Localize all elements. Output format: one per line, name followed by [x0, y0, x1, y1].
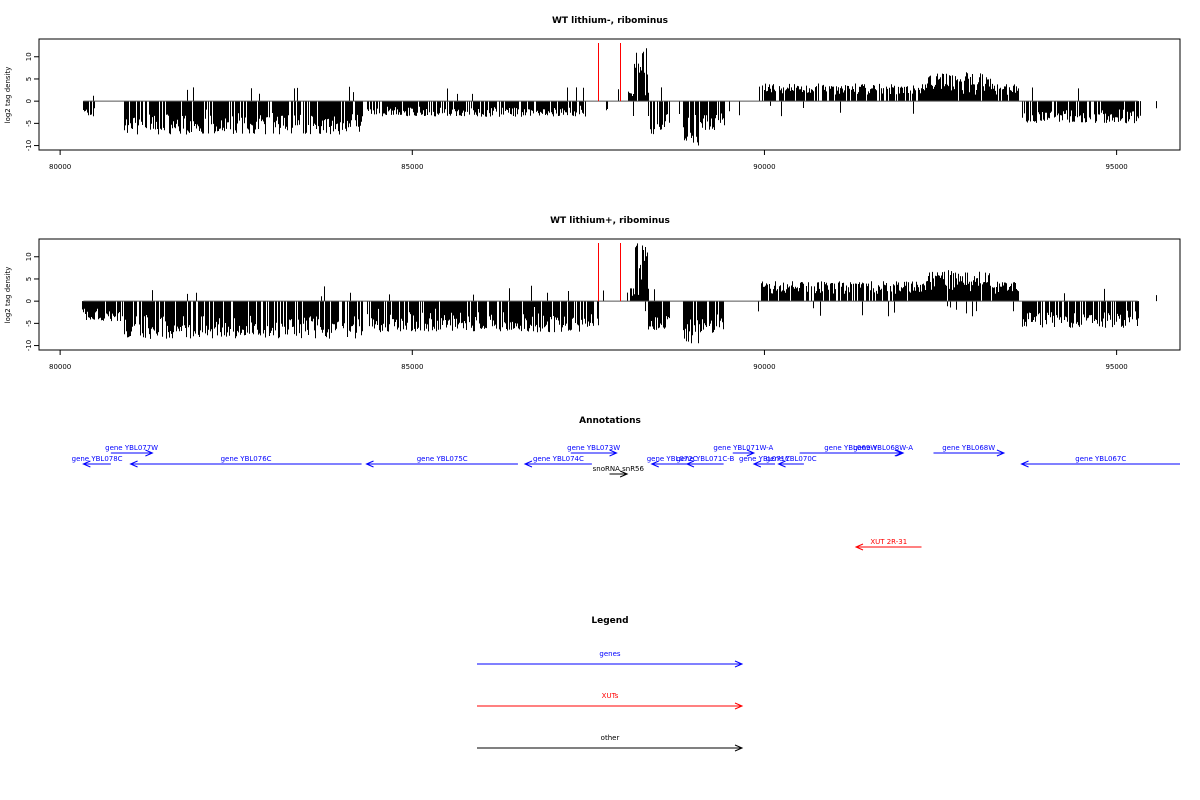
legend-items: genes XUTs other: [477, 650, 744, 752]
annotation-label: gene YBL069W: [824, 444, 877, 452]
y-tick-label: 10: [25, 252, 33, 261]
y-tick-label: 10: [25, 52, 33, 61]
annotation-arrow: gene YBL068W: [933, 444, 1006, 457]
annotation-arrow: snoRNA snR56: [593, 465, 645, 478]
panel-title: WT lithium+, ribominus: [550, 216, 670, 226]
legend-item: XUTs: [477, 692, 744, 710]
y-tick-label: -5: [25, 320, 33, 327]
y-tick-label: 5: [25, 77, 33, 81]
annotation-arrow: gene YBL068W-A: [853, 444, 913, 457]
arrow-head-icon: [896, 449, 905, 457]
density-bar-path: [83, 48, 1157, 146]
annotation-label: gene YBL076C: [221, 455, 272, 463]
arrow-head-icon: [854, 543, 864, 551]
density-bars: [83, 48, 1157, 146]
plot-frame: [38, 238, 1181, 351]
arrow-head-icon: [752, 460, 762, 468]
arrow-head-icon: [82, 460, 91, 468]
legend: Legend genes XUTs other: [477, 616, 744, 752]
legend-title: Legend: [591, 616, 628, 626]
density-bar-path: [82, 243, 1157, 344]
annotation-arrow: gene YBL073W: [567, 444, 620, 457]
panel-title: WT lithium-, ribominus: [552, 16, 668, 26]
annotation-items: gene YBL078C gene YBL077W gene YBL076C gene…: [72, 444, 1180, 551]
annotation-label: gene YBL072C: [647, 455, 698, 463]
annotation-label: snoRNA snR56: [593, 465, 645, 473]
x-tick-label: 90000: [753, 163, 775, 171]
annotation-arrow: gene YBL071W-A: [713, 444, 773, 457]
annotation-label: XUT 2R-31: [870, 538, 907, 546]
y-tick-label: -5: [25, 120, 33, 127]
chart-panel-lithium-plus: WT lithium+, ribominus log2 tag density …: [4, 216, 1181, 371]
arrow-head-icon: [685, 460, 695, 468]
annotation-arrow: XUT 2R-31: [854, 538, 922, 551]
arrow-head-icon: [609, 449, 618, 457]
y-axis-label: log2 tag density: [4, 67, 12, 124]
annotation-label: gene YBL070C: [766, 455, 817, 463]
x-tick-label: 95000: [1105, 163, 1127, 171]
arrow-head-icon: [619, 470, 629, 478]
density-bars: [82, 243, 1157, 344]
annotation-label: gene YBL074C: [533, 455, 584, 463]
annotation-arrow: gene YBL067C: [1020, 455, 1180, 468]
legend-label: other: [601, 734, 620, 742]
plot-frame: [38, 38, 1181, 151]
arrow-head-icon: [777, 460, 786, 468]
annotation-label: gene YBL077W: [105, 444, 158, 452]
annotation-label: gene YBL071W-A: [713, 444, 773, 452]
legend-item: genes: [477, 650, 744, 668]
y-tick-label: -10: [25, 140, 33, 151]
y-axis-label: log2 tag density: [4, 267, 12, 324]
arrow-head-icon: [734, 660, 744, 668]
annotation-arrow: gene YBL071C: [739, 455, 790, 468]
x-tick-label: 90000: [753, 363, 775, 371]
arrow-head-icon: [145, 449, 154, 457]
x-tick-label: 95000: [1105, 363, 1127, 371]
arrow-head-icon: [734, 744, 744, 752]
annotation-arrow: gene YBL075C: [365, 455, 518, 468]
arrow-head-icon: [650, 460, 659, 468]
arrow-head-icon: [734, 702, 744, 710]
annotation-label: gene YBL068W: [942, 444, 995, 452]
arrow-head-icon: [365, 460, 374, 468]
y-tick-label: 5: [25, 277, 33, 281]
annotation-arrow: gene YBL077W: [105, 444, 158, 457]
annotation-label: gene YBL067C: [1075, 455, 1126, 463]
y-tick-label: 0: [25, 299, 33, 303]
annotation-label: gene YBL071C-B: [676, 455, 734, 463]
legend-label: genes: [599, 650, 620, 658]
axis-ticks: 80000 85000 90000 95000 10 5 0 -5 -10: [25, 252, 1128, 371]
arrow-head-icon: [746, 449, 756, 457]
annotation-label: gene YBL078C: [72, 455, 123, 463]
x-tick-label: 85000: [401, 163, 423, 171]
marker-lines: [598, 243, 621, 302]
annotation-label: gene YBL073W: [567, 444, 620, 452]
arrow-head-icon: [129, 460, 138, 468]
x-tick-label: 85000: [401, 363, 423, 371]
arrow-head-icon: [996, 449, 1006, 457]
arrow-head-icon: [523, 460, 533, 468]
legend-label: XUTs: [602, 692, 619, 700]
annotation-label: gene YBL075C: [417, 455, 468, 463]
x-tick-label: 80000: [49, 163, 71, 171]
axis-ticks: 80000 85000 90000 95000 10 5 0 -5 -10: [25, 52, 1128, 171]
marker-lines: [598, 43, 621, 102]
chart-panel-lithium-minus: WT lithium-, ribominus log2 tag density …: [4, 16, 1181, 171]
y-tick-label: 0: [25, 99, 33, 103]
annotations-title: Annotations: [579, 416, 641, 426]
annotation-arrow: gene YBL076C: [129, 455, 362, 468]
y-tick-label: -10: [25, 340, 33, 351]
x-tick-label: 80000: [49, 363, 71, 371]
annotation-arrow: gene YBL074C: [523, 455, 592, 468]
arrow-head-icon: [1020, 460, 1029, 468]
annotation-label: gene YBL068W-A: [853, 444, 913, 452]
legend-item: other: [477, 734, 744, 752]
annotation-label: gene YBL071C: [739, 455, 790, 463]
annotation-arrow: gene YBL078C: [72, 455, 123, 468]
annotation-arrow: gene YBL070C: [766, 455, 817, 468]
annotation-arrow: gene YBL071C-B: [676, 455, 734, 468]
